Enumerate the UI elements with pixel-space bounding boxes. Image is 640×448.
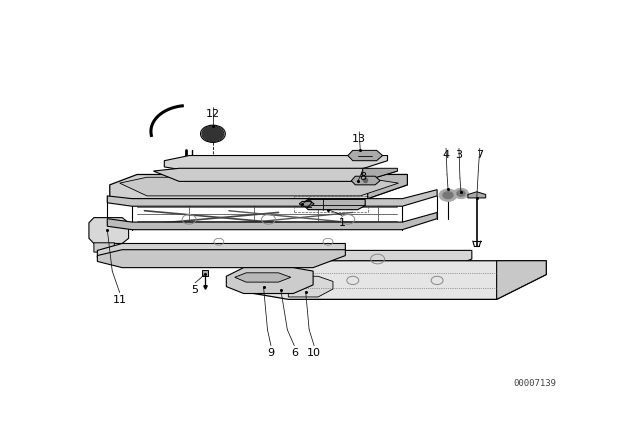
Text: 2: 2 [305,200,313,210]
Polygon shape [302,199,365,210]
Circle shape [202,126,224,142]
Polygon shape [94,243,115,252]
Text: 5: 5 [191,285,198,295]
Text: 13: 13 [352,134,366,144]
Polygon shape [108,212,437,230]
Polygon shape [244,261,547,299]
Polygon shape [97,244,346,263]
Polygon shape [300,202,314,206]
Circle shape [443,192,453,198]
Polygon shape [227,267,313,293]
Polygon shape [164,155,388,171]
Circle shape [457,191,465,196]
Polygon shape [468,192,486,198]
Text: 8: 8 [359,172,366,182]
Polygon shape [363,168,397,181]
Text: 3: 3 [456,151,463,160]
Polygon shape [89,218,129,244]
Polygon shape [288,250,472,271]
Text: 4: 4 [442,151,450,160]
Polygon shape [97,250,346,267]
Polygon shape [110,174,408,198]
Polygon shape [120,177,399,196]
Polygon shape [154,168,397,181]
Polygon shape [351,176,380,185]
Polygon shape [235,273,291,282]
Text: 7: 7 [476,151,483,160]
Text: 10: 10 [307,348,321,358]
Text: 9: 9 [268,348,275,358]
Polygon shape [288,276,333,297]
Text: 11: 11 [113,294,127,305]
Polygon shape [108,190,437,206]
Text: 00007139: 00007139 [513,379,556,388]
Polygon shape [367,174,408,198]
Text: 6: 6 [291,348,298,358]
Circle shape [454,188,468,198]
Text: 12: 12 [206,109,220,119]
Text: 1: 1 [339,218,346,228]
Polygon shape [497,261,547,299]
Polygon shape [348,151,383,161]
Circle shape [439,189,457,202]
